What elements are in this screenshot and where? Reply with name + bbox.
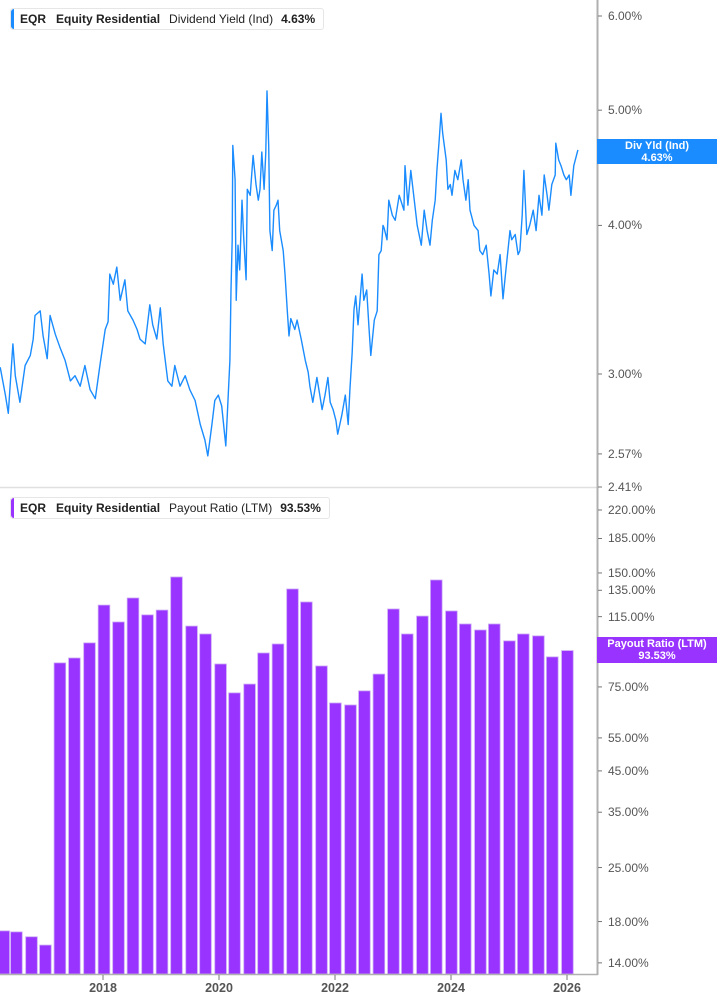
payout-bar[interactable] xyxy=(126,597,140,975)
payout-bar[interactable] xyxy=(387,608,400,975)
flag-label: Div Yld (Ind) xyxy=(625,140,689,152)
legend-metric-value: 4.63% xyxy=(281,12,316,26)
flag-label: Payout Ratio (LTM) xyxy=(607,638,707,650)
y-tick-label: 150.00% xyxy=(608,565,656,580)
payout-bar[interactable] xyxy=(517,633,530,975)
payout-bar[interactable] xyxy=(546,656,559,975)
payout-bar[interactable] xyxy=(112,621,125,975)
payout-bar[interactable] xyxy=(0,930,10,975)
payout-ratio-value-flag: Payout Ratio (LTM) 93.53% xyxy=(597,637,717,663)
payout-bar[interactable] xyxy=(228,692,241,975)
dividend-yield-legend[interactable]: EQR Equity Residential Dividend Yield (I… xyxy=(10,8,325,30)
payout-bar[interactable] xyxy=(97,604,111,975)
payout-bar[interactable] xyxy=(214,663,227,975)
x-tick-label: 2026 xyxy=(553,981,581,995)
payout-bar[interactable] xyxy=(401,633,414,975)
payout-bar[interactable] xyxy=(488,623,501,975)
dividend-yield-value-flag: Div Yld (Ind) 4.63% xyxy=(597,139,717,164)
y-tick-label: 55.00% xyxy=(608,730,649,745)
y-tick-label: 75.00% xyxy=(608,679,649,694)
x-tick-label: 2024 xyxy=(437,981,465,995)
payout-bar[interactable] xyxy=(83,642,96,975)
legend-company-name: Equity Residential xyxy=(56,12,161,26)
series-color-marker xyxy=(11,498,14,518)
payout-bar[interactable] xyxy=(185,625,198,975)
payout-bar[interactable] xyxy=(300,601,313,975)
y-tick-label: 2.41% xyxy=(608,480,643,494)
payout-bar[interactable] xyxy=(243,683,256,975)
legend-ticker: EQR xyxy=(20,501,47,515)
payout-bar[interactable] xyxy=(199,633,212,975)
payout-bar[interactable] xyxy=(170,576,183,975)
payout-bar[interactable] xyxy=(286,588,299,975)
y-tick-label: 220.00% xyxy=(608,503,656,517)
payout-bar[interactable] xyxy=(445,610,458,975)
payout-bar[interactable] xyxy=(155,609,169,975)
legend-metric-name: Payout Ratio (LTM) xyxy=(169,501,273,515)
y-tick-label: 14.00% xyxy=(608,955,649,970)
axis-tick-marks xyxy=(102,15,602,980)
payout-bar[interactable] xyxy=(358,690,371,975)
y-tick-label: 18.00% xyxy=(608,914,649,929)
payout-bar[interactable] xyxy=(25,936,38,975)
y-tick-label: 25.00% xyxy=(608,860,649,875)
legend-company-name: Equity Residential xyxy=(56,501,161,515)
payout-bar[interactable] xyxy=(561,650,574,975)
y-tick-label: 135.00% xyxy=(608,583,656,598)
payout-bar[interactable] xyxy=(39,944,52,975)
y-tick-label: 3.00% xyxy=(608,367,643,381)
payout-bar[interactable] xyxy=(68,657,81,975)
y-tick-label: 2.57% xyxy=(608,446,643,461)
series-color-marker xyxy=(11,9,14,29)
y-tick-label: 4.00% xyxy=(608,218,643,233)
legend-metric-value: 93.53% xyxy=(280,501,321,515)
payout-bar[interactable] xyxy=(474,629,487,975)
payout-bar[interactable] xyxy=(532,635,545,975)
payout-bar[interactable] xyxy=(503,640,516,975)
payout-bar[interactable] xyxy=(10,931,23,975)
dividend-yield-line xyxy=(0,90,579,457)
y-tick-label: 115.00% xyxy=(608,609,655,624)
y-tick-label: 5.00% xyxy=(608,103,643,118)
x-tick-label: 2020 xyxy=(205,981,233,995)
payout-bar[interactable] xyxy=(344,704,357,975)
y-tick-label: 35.00% xyxy=(608,805,649,820)
payout-bar[interactable] xyxy=(416,615,429,975)
payout-bar[interactable] xyxy=(315,665,328,975)
payout-bar[interactable] xyxy=(257,652,270,975)
payout-bar[interactable] xyxy=(459,623,472,975)
x-tick-label: 2018 xyxy=(89,981,117,995)
payout-bar[interactable] xyxy=(372,673,386,975)
y-tick-label: 6.00% xyxy=(608,9,643,23)
dividend-yield-line-series xyxy=(0,90,579,457)
y-tick-label: 185.00% xyxy=(608,531,656,546)
payout-ratio-legend[interactable]: EQR Equity Residential Payout Ratio (LTM… xyxy=(10,497,330,519)
legend-ticker: EQR xyxy=(20,12,47,26)
payout-ratio-bar-series xyxy=(0,576,574,975)
payout-bar[interactable] xyxy=(430,579,443,975)
payout-bar[interactable] xyxy=(141,614,154,975)
payout-bar[interactable] xyxy=(271,643,285,975)
x-tick-label: 2022 xyxy=(321,981,349,995)
y-tick-label: 45.00% xyxy=(608,763,649,778)
payout-bar[interactable] xyxy=(329,702,342,975)
payout-bar[interactable] xyxy=(53,662,67,975)
legend-metric-name: Dividend Yield (Ind) xyxy=(169,12,274,26)
flag-value: 93.53% xyxy=(638,650,676,662)
flag-value: 4.63% xyxy=(641,152,673,164)
